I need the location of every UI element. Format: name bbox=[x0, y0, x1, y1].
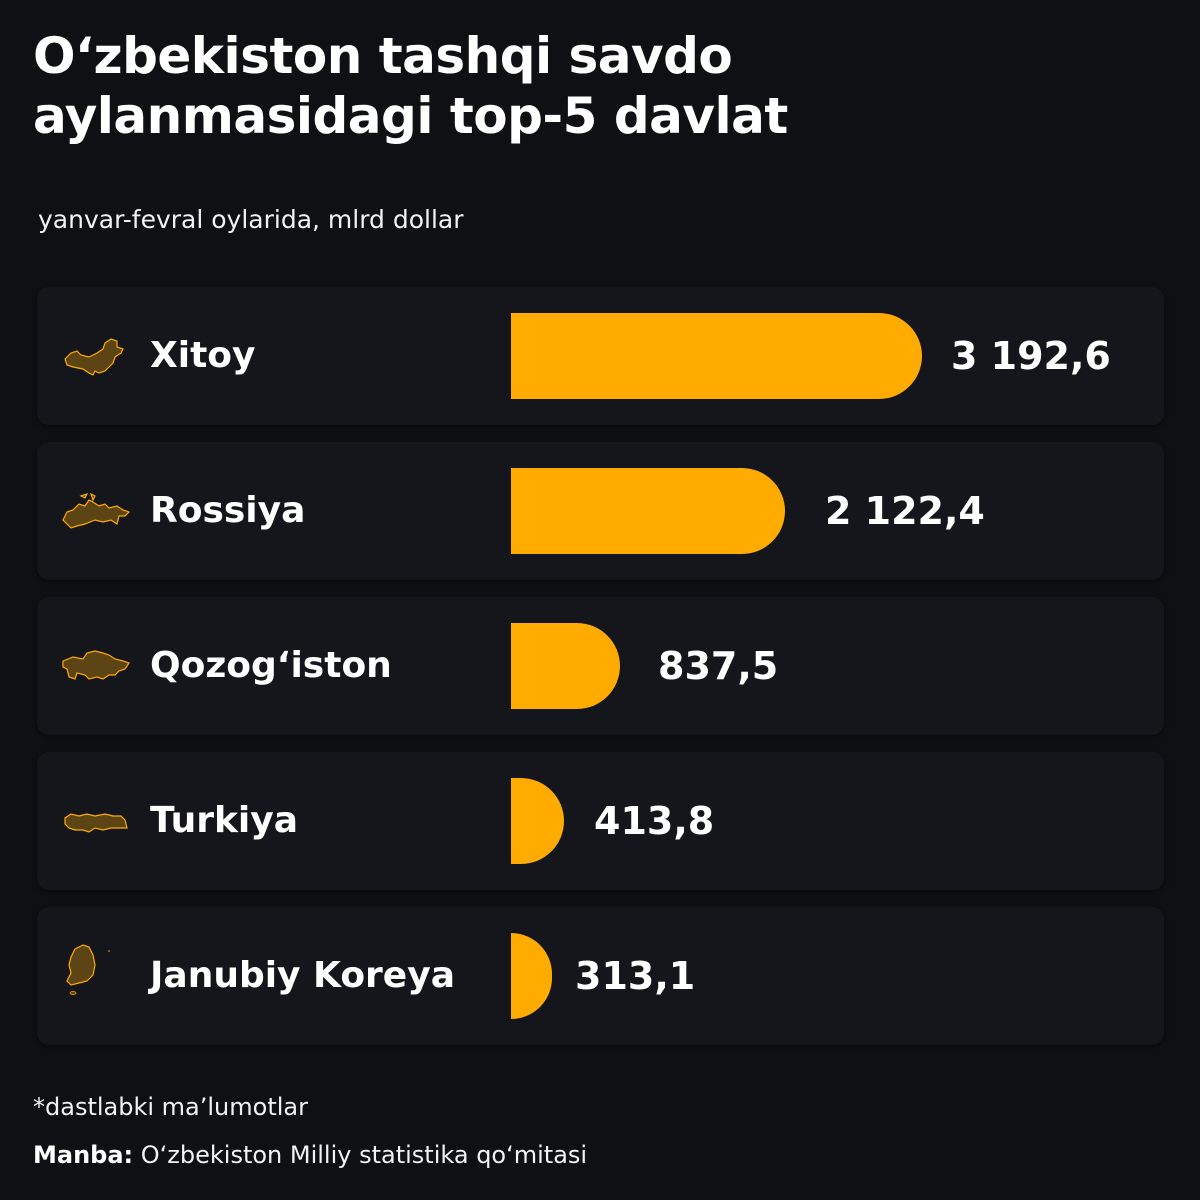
country-label: Xitoy bbox=[150, 335, 256, 376]
bar-row-rossiya: Rossiya 2 122,4 bbox=[37, 442, 1164, 580]
country-label: Janubiy Koreya bbox=[150, 955, 455, 996]
value-label: 3 192,6 bbox=[951, 334, 1111, 378]
source-label: Manba: bbox=[33, 1141, 134, 1169]
source-line: Manba: O‘zbekiston Milliy statistika qo‘… bbox=[33, 1141, 587, 1169]
kazakhstan-map-icon bbox=[62, 650, 130, 680]
bar bbox=[511, 468, 785, 554]
bar bbox=[511, 933, 552, 1019]
chart-title: O‘zbekiston tashqi savdo aylanmasidagi t… bbox=[33, 27, 788, 145]
bar bbox=[511, 623, 620, 709]
south-korea-map-icon bbox=[66, 944, 110, 995]
value-label: 413,8 bbox=[594, 799, 715, 843]
bar-row-janubiy-koreya: Janubiy Koreya 313,1 bbox=[37, 907, 1164, 1045]
bar-rows: Xitoy 3 192,6 Rossiya 2 122,4 Qozog‘isto… bbox=[37, 287, 1164, 1062]
china-map-icon bbox=[64, 338, 124, 376]
footnote: *dastlabki ma’lumotlar bbox=[33, 1093, 308, 1121]
value-label: 2 122,4 bbox=[825, 489, 985, 533]
value-label: 837,5 bbox=[658, 644, 779, 688]
bar-row-turkiya: Turkiya 413,8 bbox=[37, 752, 1164, 890]
country-label: Qozog‘iston bbox=[150, 645, 392, 686]
chart-subtitle: yanvar-fevral oylarida, mlrd dollar bbox=[38, 205, 464, 234]
russia-map-icon bbox=[62, 492, 131, 529]
country-label: Rossiya bbox=[150, 490, 306, 531]
country-label: Turkiya bbox=[150, 800, 299, 841]
bar-row-qozogiston: Qozog‘iston 837,5 bbox=[37, 597, 1164, 735]
turkey-map-icon bbox=[64, 813, 128, 833]
bar bbox=[511, 778, 564, 864]
source-text: O‘zbekiston Milliy statistika qo‘mitasi bbox=[133, 1141, 588, 1169]
bar-row-xitoy: Xitoy 3 192,6 bbox=[37, 287, 1164, 425]
bar bbox=[511, 313, 922, 399]
value-label: 313,1 bbox=[575, 954, 696, 998]
